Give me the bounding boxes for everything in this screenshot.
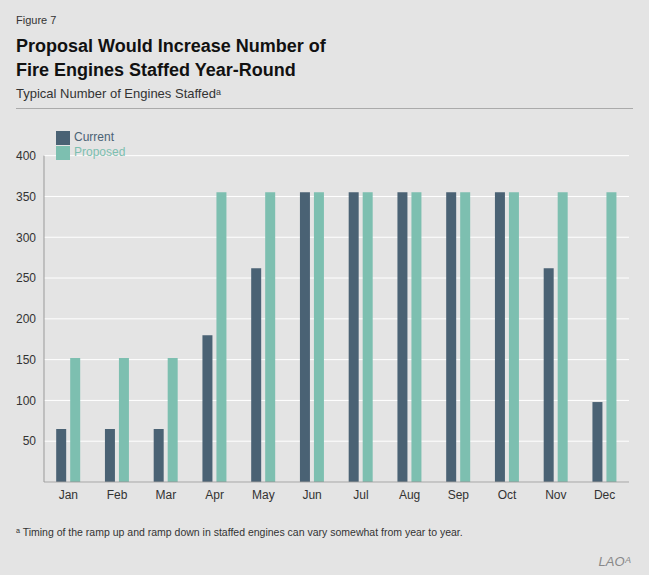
html-text:Typical Number of Engines Staf: Typical Number of Engines Staffedᵃ xyxy=(16,86,221,101)
svg-text:Mar: Mar xyxy=(156,488,177,502)
svg-text:200: 200 xyxy=(16,312,36,326)
svg-text:Jan: Jan xyxy=(59,488,78,502)
svg-text:50: 50 xyxy=(23,434,37,448)
svg-text:Jun: Jun xyxy=(302,488,321,502)
svg-text:Jul: Jul xyxy=(353,488,368,502)
svg-text:300: 300 xyxy=(16,231,36,245)
html-text:Current: Current xyxy=(74,130,114,144)
svg-text:Apr: Apr xyxy=(205,488,224,502)
svg-text:250: 250 xyxy=(16,271,36,285)
html-text:Proposed: Proposed xyxy=(74,144,126,159)
svg-text:Sep: Sep xyxy=(448,488,470,502)
svg-text:Aug: Aug xyxy=(399,488,420,502)
svg-text:400: 400 xyxy=(16,149,36,163)
html-text:Figure 7: Figure 7 xyxy=(16,14,57,26)
svg-text:150: 150 xyxy=(16,353,36,367)
html-text:LAOᴬ: LAOᴬ xyxy=(598,554,631,569)
svg-text:Feb: Feb xyxy=(107,488,128,502)
svg-text:Oct: Oct xyxy=(498,488,517,502)
svg-text:Nov: Nov xyxy=(545,488,566,502)
svg-text:May: May xyxy=(252,488,275,502)
html-text:ᵃ Timing of the ramp up and ra: ᵃ Timing of the ramp up and ramp down in… xyxy=(16,526,463,538)
svg-text:100: 100 xyxy=(16,394,36,408)
svg-text:Dec: Dec xyxy=(594,488,615,502)
svg-text:350: 350 xyxy=(16,190,36,204)
html-text:Proposal Would Increase Number: Proposal Would Increase Number of Fire E… xyxy=(16,36,326,80)
